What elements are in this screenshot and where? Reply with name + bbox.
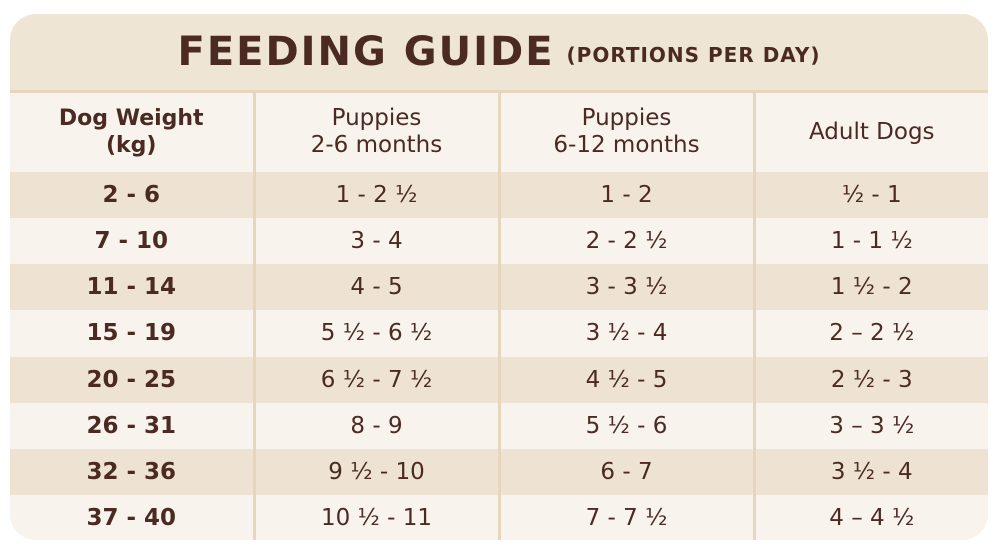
puppies-2-6-cell: 8 - 9	[252, 402, 499, 449]
adult-dogs-cell: ½ - 1	[752, 171, 988, 218]
weight-cell: 15 - 19	[86, 320, 177, 347]
header-puppies-2-6: Puppies 2-6 months	[252, 90, 499, 172]
puppies-6-12-cell: 2 - 2 ½	[497, 217, 754, 264]
header-line: 2-6 months	[310, 132, 443, 159]
puppies-6-12-cell: 4 ½ - 5	[497, 356, 754, 403]
header-line: Puppies	[581, 105, 672, 132]
weight-cell: 7 - 10	[94, 227, 169, 254]
header-line: Puppies	[331, 105, 422, 132]
puppies-2-6-cell: 4 - 5	[252, 264, 499, 311]
puppies-6-12-cell: 7 - 7 ½	[497, 495, 754, 540]
weight-cell: 32 - 36	[86, 459, 177, 486]
page-subtitle: (PORTIONS PER DAY)	[566, 43, 821, 67]
puppies-2-6-cell: 10 ½ - 11	[252, 495, 499, 540]
header-line: Dog Weight	[58, 106, 204, 132]
adult-dogs-cell: 3 ½ - 4	[752, 449, 988, 496]
weight-cell: 37 - 40	[86, 505, 177, 532]
puppies-6-12-cell: 3 ½ - 4	[497, 310, 754, 357]
puppies-2-6-cell: 1 - 2 ½	[252, 171, 499, 218]
puppies-2-6-cell: 3 - 4	[252, 217, 499, 264]
puppies-6-12-cell: 5 ½ - 6	[497, 402, 754, 449]
puppies-2-6-cell: 9 ½ - 10	[252, 449, 499, 496]
adult-dogs-cell: 1 - 1 ½	[752, 217, 988, 264]
puppies-6-12-cell: 6 - 7	[497, 449, 754, 496]
feeding-guide-card: FEEDING GUIDE (PORTIONS PER DAY) Dog Wei…	[10, 14, 988, 540]
puppies-2-6-cell: 6 ½ - 7 ½	[252, 356, 499, 403]
adult-dogs-cell: 4 – 4 ½	[752, 495, 988, 540]
header-line: 6-12 months	[553, 132, 700, 159]
puppies-6-12-cell: 1 - 2	[497, 171, 754, 218]
title-bar: FEEDING GUIDE (PORTIONS PER DAY)	[10, 14, 988, 90]
feeding-table: Dog Weight (kg) Puppies 2-6 months Puppi…	[10, 90, 988, 540]
header-line: Adult Dogs	[808, 118, 935, 145]
adult-dogs-cell: 2 ½ - 3	[752, 356, 988, 403]
adult-dogs-cell: 2 – 2 ½	[752, 310, 988, 357]
adult-dogs-cell: 3 – 3 ½	[752, 402, 988, 449]
header-dog-weight: Dog Weight (kg)	[10, 90, 254, 172]
weight-cell: 11 - 14	[86, 274, 177, 301]
header-adult-dogs: Adult Dogs	[752, 90, 988, 172]
weight-cell: 20 - 25	[86, 366, 177, 393]
adult-dogs-cell: 1 ½ - 2	[752, 264, 988, 311]
weight-cell: 26 - 31	[86, 412, 177, 439]
puppies-2-6-cell: 5 ½ - 6 ½	[252, 310, 499, 357]
weight-cell: 2 - 6	[102, 181, 161, 208]
header-line: (kg)	[106, 133, 157, 159]
puppies-6-12-cell: 3 - 3 ½	[497, 264, 754, 311]
table-header-row: Dog Weight (kg) Puppies 2-6 months Puppi…	[10, 90, 988, 172]
page-title: FEEDING GUIDE	[177, 29, 555, 75]
header-puppies-6-12: Puppies 6-12 months	[497, 90, 754, 172]
